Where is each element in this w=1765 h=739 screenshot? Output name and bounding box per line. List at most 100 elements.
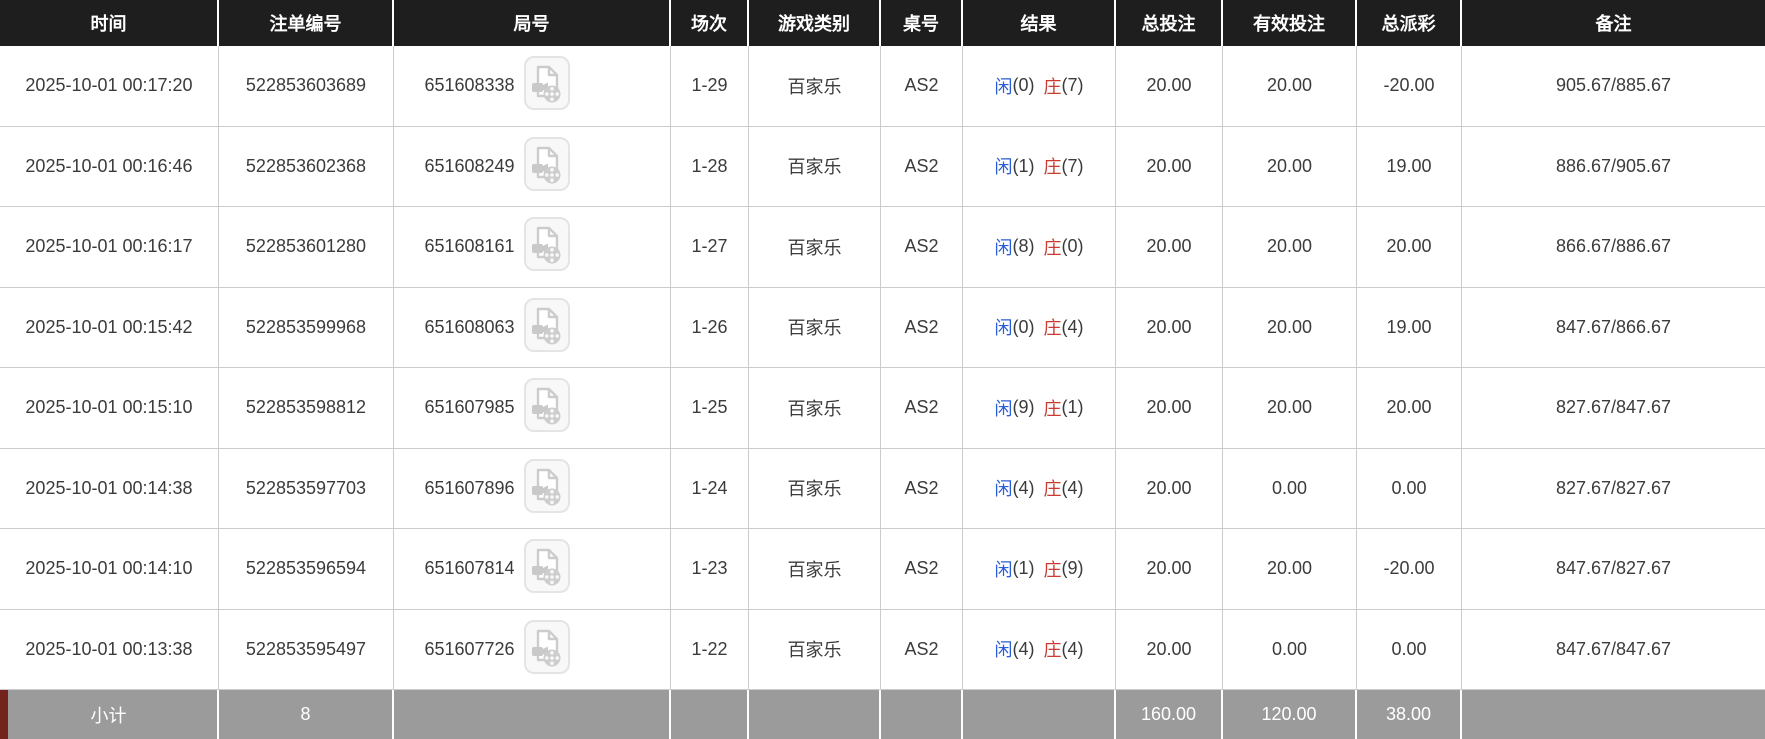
result-banker-value: (7) <box>1061 75 1084 96</box>
bet-id-cell: 522853599968 <box>219 287 394 367</box>
table-row: 2025-10-01 00:15:42 522853599968 651608063… <box>0 287 1765 368</box>
table-row: 2025-10-01 00:17:20 522853603689 651608338… <box>0 46 1765 127</box>
table-no-cell: AS2 <box>881 448 963 528</box>
remark-cell: 847.67/847.67 <box>1555 638 1672 659</box>
result-banker-label: 庄 <box>1043 640 1062 661</box>
result-banker-value: (9) <box>1061 558 1084 579</box>
footer-row-count: 8 <box>219 690 394 739</box>
footer-cell <box>963 690 1116 739</box>
result-player-value: (4) <box>1012 638 1035 659</box>
bet-id-cell: 522853601280 <box>219 207 394 287</box>
header-session: 场次 <box>671 0 749 46</box>
session-cell: 1-29 <box>671 46 749 126</box>
round-cell: 651608338 <box>394 46 671 126</box>
video-play-button[interactable] <box>523 56 570 115</box>
video-play-button[interactable] <box>523 619 570 679</box>
total-bet-cell: 20.00 <box>1116 126 1223 206</box>
remark-cell: 847.67/866.67 <box>1555 316 1672 337</box>
table-row: 2025-10-01 00:14:10 522853596594 651607814… <box>0 529 1765 610</box>
remark-cell: 847.67/827.67 <box>1555 558 1672 579</box>
page-edge-strip <box>0 690 8 739</box>
result-banker-label: 庄 <box>1043 237 1062 258</box>
game-type-cell: 百家乐 <box>749 46 881 126</box>
payout-cell: 0.00 <box>1357 609 1462 689</box>
header-total-bet: 总投注 <box>1116 0 1223 46</box>
time-cell: 2025-10-01 00:15:10 <box>0 368 219 448</box>
table-row: 2025-10-01 00:16:46 522853602368 651608249… <box>0 126 1765 207</box>
valid-bet-cell: 20.00 <box>1223 126 1357 206</box>
video-play-button[interactable] <box>523 136 570 196</box>
session-cell: 1-23 <box>671 529 749 609</box>
session-cell: 1-24 <box>671 448 749 528</box>
game-type-cell: 百家乐 <box>749 448 881 528</box>
result-player-label: 闲 <box>994 640 1013 661</box>
remark-cell: 827.67/847.67 <box>1555 397 1672 418</box>
round-cell: 651608063 <box>394 287 671 367</box>
round-number: 651608063 <box>424 316 515 337</box>
result-player-value: (4) <box>1012 477 1035 498</box>
footer-valid-bet: 120.00 <box>1223 690 1357 739</box>
video-play-button[interactable] <box>523 378 570 437</box>
total-bet-cell: 20.00 <box>1116 529 1223 609</box>
remark-cell: 905.67/885.67 <box>1555 75 1672 96</box>
header-bet-id: 注单编号 <box>219 0 394 46</box>
header-result: 结果 <box>963 0 1116 46</box>
table-no-cell: AS2 <box>881 287 963 367</box>
video-play-button[interactable] <box>523 217 570 276</box>
game-type-cell: 百家乐 <box>749 126 881 206</box>
bet-id-cell: 522853597703 <box>219 448 394 528</box>
header-time: 时间 <box>0 0 219 46</box>
table-row: 2025-10-01 00:15:10 522853598812 651607985… <box>0 368 1765 449</box>
round-number: 651607726 <box>424 638 515 659</box>
round-number: 651608338 <box>424 75 515 96</box>
result-player-label: 闲 <box>994 479 1013 500</box>
result-banker-value: (4) <box>1061 477 1084 498</box>
result-cell: 闲 (9) 庄 (1) <box>963 368 1116 448</box>
result-player-value: (0) <box>1012 316 1035 337</box>
header-payout: 总派彩 <box>1357 0 1462 46</box>
video-play-button[interactable] <box>523 539 570 598</box>
result-cell: 闲 (0) 庄 (4) <box>963 287 1116 367</box>
result-banker-label: 庄 <box>1043 479 1062 500</box>
table-row: 2025-10-01 00:14:38 522853597703 651607896… <box>0 448 1765 529</box>
total-bet-cell: 20.00 <box>1116 207 1223 287</box>
footer-cell <box>749 690 881 739</box>
round-number: 651608161 <box>424 236 515 257</box>
valid-bet-cell: 20.00 <box>1223 287 1357 367</box>
payout-cell: -20.00 <box>1357 529 1462 609</box>
table-row: 2025-10-01 00:16:17 522853601280 651608161… <box>0 207 1765 288</box>
bet-id-cell: 522853602368 <box>219 126 394 206</box>
time-cell: 2025-10-01 00:14:38 <box>0 448 219 528</box>
video-file-icon <box>523 539 570 598</box>
time-cell: 2025-10-01 00:16:17 <box>0 207 219 287</box>
result-cell: 闲 (0) 庄 (7) <box>963 46 1116 126</box>
video-file-icon <box>523 619 570 679</box>
session-cell: 1-26 <box>671 287 749 367</box>
video-file-icon <box>523 136 570 196</box>
round-cell: 651607985 <box>394 368 671 448</box>
total-bet-cell: 20.00 <box>1116 448 1223 528</box>
session-cell: 1-28 <box>671 126 749 206</box>
result-banker-value: (1) <box>1061 397 1084 418</box>
result-cell: 闲 (4) 庄 (4) <box>963 609 1116 689</box>
table-body: 2025-10-01 00:17:20 522853603689 651608338… <box>0 46 1765 690</box>
valid-bet-cell: 20.00 <box>1223 368 1357 448</box>
remark-cell: 886.67/905.67 <box>1555 155 1672 176</box>
round-number: 651608249 <box>424 155 515 176</box>
video-play-button[interactable] <box>523 458 570 518</box>
table-no-cell: AS2 <box>881 609 963 689</box>
result-player-value: (0) <box>1012 75 1035 96</box>
footer-cell <box>671 690 749 739</box>
result-player-label: 闲 <box>994 318 1013 339</box>
result-cell: 闲 (8) 庄 (0) <box>963 207 1116 287</box>
result-player-label: 闲 <box>994 398 1013 419</box>
header-remark: 备注 <box>1595 14 1632 34</box>
valid-bet-cell: 20.00 <box>1223 529 1357 609</box>
video-play-button[interactable] <box>523 297 570 357</box>
payout-cell: 19.00 <box>1357 287 1462 367</box>
session-cell: 1-27 <box>671 207 749 287</box>
table-row: 2025-10-01 00:13:38 522853595497 651607726… <box>0 609 1765 690</box>
session-cell: 1-25 <box>671 368 749 448</box>
table-footer-row: 小计 8 160.00 120.00 38.00 <box>0 690 1765 739</box>
